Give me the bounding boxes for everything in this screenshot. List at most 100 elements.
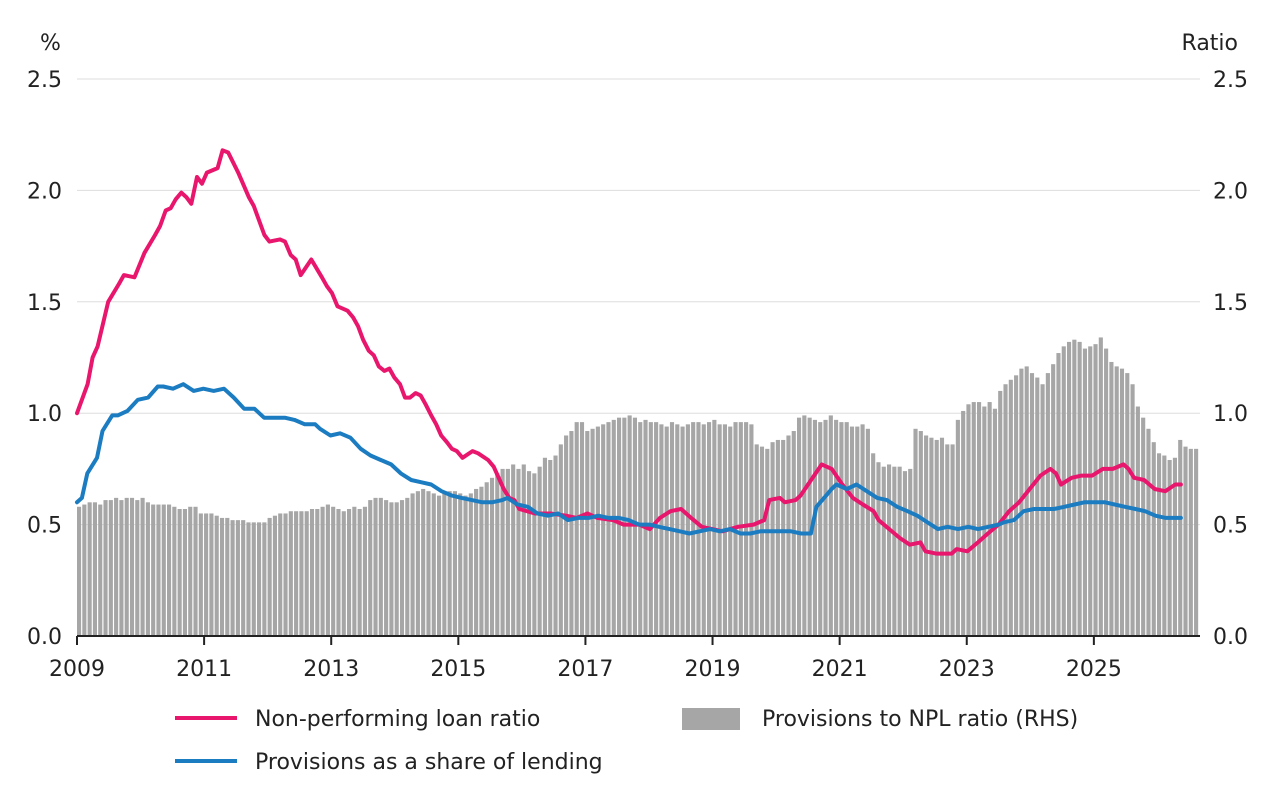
bar-provisions-to-npl	[474, 488, 479, 636]
bar-provisions-to-npl	[654, 422, 659, 636]
bar-provisions-to-npl	[341, 511, 346, 636]
bar-provisions-to-npl	[452, 491, 458, 636]
bar-provisions-to-npl	[495, 473, 500, 636]
bar-provisions-to-npl	[421, 488, 426, 636]
bar-provisions-to-npl	[1141, 417, 1146, 636]
x-tick-label: 2011	[176, 657, 232, 682]
bar-provisions-to-npl	[696, 422, 701, 636]
bar-provisions-to-npl	[1167, 459, 1172, 636]
bar-provisions-to-npl	[1098, 337, 1103, 636]
bar-provisions-to-npl	[389, 502, 394, 636]
axes: 0.0 0.0 0.5 0.5 1.0 1.0 1.5 1.5 2.0 2.0 2.5 2.5 2009…	[27, 68, 1248, 682]
bar-provisions-to-npl	[177, 509, 182, 636]
bar-provisions-to-npl	[484, 482, 489, 636]
bar-provisions-to-npl	[193, 506, 198, 636]
bar-provisions-to-npl	[590, 428, 595, 636]
bar-provisions-to-npl	[272, 515, 278, 636]
bar-provisions-to-npl	[1162, 455, 1167, 636]
provisions-to-npl-bars	[77, 337, 1199, 636]
bar-provisions-to-npl	[129, 497, 135, 636]
bar-provisions-to-npl	[251, 522, 256, 636]
bar-provisions-to-npl	[844, 422, 849, 636]
bar-provisions-to-npl	[405, 497, 410, 636]
bar-provisions-to-npl	[532, 473, 537, 636]
bar-provisions-to-npl	[945, 444, 950, 636]
bar-provisions-to-npl	[839, 422, 844, 636]
bar-provisions-to-npl	[564, 435, 569, 636]
bar-provisions-to-npl	[166, 504, 172, 636]
legend-label-prov-npl: Provisions to NPL ratio (RHS)	[762, 707, 1078, 732]
bar-provisions-to-npl	[1183, 446, 1188, 636]
bar-provisions-to-npl	[294, 511, 299, 636]
bar-provisions-to-npl	[426, 491, 431, 636]
bar-provisions-to-npl	[235, 520, 240, 636]
bar-provisions-to-npl	[1151, 442, 1156, 636]
bar-provisions-to-npl	[982, 406, 987, 636]
bar-provisions-to-npl	[786, 435, 791, 636]
bar-provisions-to-npl	[1178, 439, 1183, 636]
bar-provisions-to-npl	[98, 504, 103, 636]
bar-provisions-to-npl	[114, 497, 119, 636]
bar-provisions-to-npl	[1029, 373, 1035, 636]
legend-label-prov-lending: Provisions as a share of lending	[255, 750, 603, 775]
bar-provisions-to-npl	[505, 468, 510, 636]
bar-provisions-to-npl	[204, 513, 209, 636]
bar-provisions-to-npl	[537, 466, 542, 636]
bar-provisions-to-npl	[1188, 448, 1193, 636]
bar-provisions-to-npl	[182, 509, 188, 636]
bar-provisions-to-npl	[849, 426, 855, 636]
bar-provisions-to-npl	[542, 457, 548, 636]
bar-provisions-to-npl	[616, 417, 622, 636]
bar-provisions-to-npl	[828, 415, 833, 636]
bar-provisions-to-npl	[219, 517, 225, 636]
bar-provisions-to-npl	[521, 464, 526, 636]
bar-provisions-to-npl	[1146, 428, 1151, 636]
x-tick-label: 2013	[303, 657, 359, 682]
bar-provisions-to-npl	[738, 422, 743, 636]
bar-provisions-to-npl	[961, 410, 966, 636]
bar-provisions-to-npl	[664, 426, 669, 636]
y-tick-label-left: 1.0	[27, 402, 62, 427]
bar-provisions-to-npl	[241, 520, 246, 636]
bar-provisions-to-npl	[976, 402, 982, 636]
bar-provisions-to-npl	[230, 520, 235, 636]
bar-provisions-to-npl	[431, 493, 436, 636]
y-tick-label-left: 0.5	[27, 514, 62, 539]
y-tick-label-left: 1.5	[27, 291, 62, 316]
bar-provisions-to-npl	[659, 424, 664, 636]
left-axis-unit: %	[40, 31, 61, 56]
bar-provisions-to-npl	[299, 511, 304, 636]
bar-provisions-to-npl	[585, 431, 590, 636]
bar-provisions-to-npl	[781, 439, 786, 636]
bar-provisions-to-npl	[368, 500, 373, 636]
bar-provisions-to-npl	[77, 506, 82, 636]
bar-provisions-to-npl	[500, 468, 505, 636]
bar-provisions-to-npl	[479, 486, 484, 636]
bar-provisions-to-npl	[1072, 339, 1077, 636]
bar-provisions-to-npl	[384, 500, 389, 636]
bar-provisions-to-npl	[267, 517, 272, 636]
y-tick-label-left: 0.0	[27, 625, 62, 650]
bar-provisions-to-npl	[579, 422, 585, 636]
bar-provisions-to-npl	[278, 513, 283, 636]
bar-provisions-to-npl	[548, 459, 553, 636]
bar-provisions-to-npl	[87, 502, 92, 636]
bar-provisions-to-npl	[987, 402, 992, 636]
bar-provisions-to-npl	[775, 439, 780, 636]
bar-provisions-to-npl	[553, 455, 558, 636]
x-tick-label: 2021	[812, 657, 868, 682]
bar-provisions-to-npl	[151, 504, 156, 636]
bar-provisions-to-npl	[468, 493, 473, 636]
bar-provisions-to-npl	[834, 419, 839, 636]
bar-provisions-to-npl	[569, 431, 574, 636]
bar-provisions-to-npl	[336, 509, 341, 636]
bar-provisions-to-npl	[357, 509, 362, 636]
bar-provisions-to-npl	[378, 497, 383, 636]
bar-provisions-to-npl	[574, 422, 579, 636]
bar-provisions-to-npl	[373, 497, 378, 636]
bar-provisions-to-npl	[1104, 348, 1109, 636]
bar-provisions-to-npl	[881, 466, 886, 636]
bar-provisions-to-npl	[225, 517, 230, 636]
line-prov_lending	[75, 382, 1183, 536]
y-tick-label-right: 1.0	[1213, 402, 1248, 427]
